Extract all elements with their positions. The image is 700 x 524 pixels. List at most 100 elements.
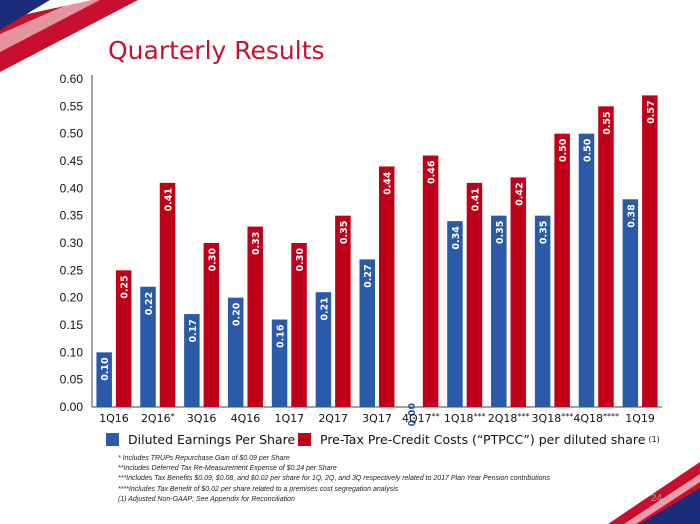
y-tick-label: 0.30 <box>60 236 84 250</box>
bar-ptpcc <box>466 182 483 407</box>
footnotes: * Includes TRUPs Repurchase Gain of $0.0… <box>118 454 550 505</box>
data-label: 0.34 <box>451 226 462 250</box>
y-tick-label: 0.00 <box>60 400 84 414</box>
x-tick-label: 3Q17 <box>362 412 392 425</box>
legend-label-ptpcc: Pre-Tax Pre-Credit Costs (“PTPCC”) per d… <box>320 432 646 447</box>
data-label: 0.25 <box>120 275 131 298</box>
top-left-white-stripe <box>0 0 100 52</box>
bar-eps <box>315 292 332 407</box>
y-tick-label: 0.25 <box>60 263 84 277</box>
legend-item-ptpcc: Pre-Tax Pre-Credit Costs (“PTPCC”) per d… <box>298 432 660 447</box>
footnote-4: ****Includes Tax Benefit of $0.02 per sh… <box>118 485 399 493</box>
data-label: 0.30 <box>295 248 306 272</box>
x-tick-label: 1Q18*** <box>444 412 486 425</box>
data-label: 0.00 <box>407 403 418 427</box>
bar-eps <box>578 133 595 407</box>
y-tick-label: 0.35 <box>60 209 84 223</box>
data-label: 0.35 <box>539 221 550 244</box>
data-label: 0.22 <box>144 292 155 315</box>
footnote-1: * Includes TRUPs Repurchase Gain of $0.0… <box>118 455 290 462</box>
bottom-right-white-stripe <box>624 474 700 524</box>
bar-eps <box>96 352 112 407</box>
bottom-right-navy-corner <box>640 488 700 524</box>
y-tick-label: 0.40 <box>60 181 84 195</box>
y-tick-label: 0.45 <box>60 154 84 168</box>
data-label: 0.21 <box>319 297 330 320</box>
x-tick-label: 2Q18*** <box>488 412 530 425</box>
bar-ptpcc <box>291 243 307 407</box>
bar-ptpcc <box>379 166 395 407</box>
y-tick-label: 0.60 <box>60 72 84 86</box>
bar-ptpcc <box>247 226 263 407</box>
footnote-5: (1) Adjusted Non-GAAP; See Appendix for … <box>118 495 295 503</box>
x-tick-label: 4Q17** <box>402 412 440 425</box>
bar-ptpcc <box>510 177 527 407</box>
x-tick-label: 4Q16 <box>231 412 261 425</box>
chart-legend: Diluted Earnings Per Share Pre-Tax Pre-C… <box>92 432 692 452</box>
x-tick-label: 3Q18*** <box>532 412 574 425</box>
data-label: 0.38 <box>626 204 637 228</box>
bar-ptpcc <box>335 215 351 407</box>
data-label: 0.46 <box>427 160 438 184</box>
bar-eps <box>184 314 200 407</box>
bar-eps <box>447 221 463 407</box>
x-tick-label: 1Q19 <box>625 412 655 425</box>
data-label: 0.50 <box>582 138 593 162</box>
data-label: 0.27 <box>363 264 374 287</box>
bar-eps <box>227 297 244 407</box>
data-label: 0.30 <box>207 248 218 272</box>
y-tick-label: 0.50 <box>60 127 84 141</box>
data-label: 0.33 <box>251 232 262 255</box>
legend-superscript-ptpcc: (1) <box>648 435 660 444</box>
bar-ptpcc <box>598 106 614 407</box>
bar-ptpcc <box>422 155 439 407</box>
bar-eps <box>140 286 156 407</box>
bar-eps <box>534 215 551 407</box>
data-label: 0.55 <box>602 111 613 134</box>
bar-ptpcc <box>159 182 176 407</box>
x-tick-label: 1Q16 <box>99 412 129 425</box>
top-left-red-stripe <box>0 0 138 72</box>
bar-ptpcc <box>642 95 658 408</box>
y-tick-label: 0.05 <box>60 373 84 387</box>
y-tick-label: 0.20 <box>60 291 84 305</box>
data-label: 0.10 <box>100 357 111 381</box>
footnote-3: ***Includes Tax Benefits $0.09, $0.08, a… <box>118 475 550 483</box>
bar-ptpcc <box>203 243 220 407</box>
data-label: 0.16 <box>276 324 287 348</box>
data-label: 0.41 <box>164 188 175 211</box>
x-tick-label: 3Q16 <box>187 412 217 425</box>
data-label: 0.35 <box>339 221 350 244</box>
legend-label-eps: Diluted Earnings Per Share <box>128 432 296 447</box>
data-label: 0.57 <box>646 100 657 123</box>
bar-ptpcc <box>554 133 570 407</box>
x-tick-label: 1Q17 <box>274 412 304 425</box>
data-label: 0.50 <box>558 138 569 162</box>
top-left-navy-corner <box>0 0 50 30</box>
bar-eps <box>491 215 507 407</box>
data-label: 0.35 <box>495 221 506 244</box>
x-tick-label: 2Q17 <box>318 412 348 425</box>
legend-swatch-ptpcc <box>298 433 311 446</box>
legend-item-eps: Diluted Earnings Per Share <box>106 432 295 447</box>
page-title: Quarterly Results <box>108 36 325 65</box>
page-number: 24 <box>650 493 662 504</box>
y-tick-label: 0.55 <box>60 99 84 113</box>
data-label: 0.42 <box>514 182 525 205</box>
footnote-2: **Includes Deferred Tax Re-Measurement E… <box>118 465 337 473</box>
data-label: 0.44 <box>383 171 394 195</box>
x-tick-label: 4Q18**** <box>573 412 619 425</box>
data-label: 0.41 <box>470 188 481 211</box>
y-tick-label: 0.10 <box>60 345 84 359</box>
y-tick-label: 0.15 <box>60 318 84 332</box>
bar-eps <box>271 319 288 407</box>
bar-eps <box>622 199 639 407</box>
x-tick-label: 2Q16* <box>141 412 175 425</box>
bar-ptpcc <box>115 270 132 407</box>
data-label: 0.20 <box>232 302 243 326</box>
legend-swatch-eps <box>106 433 119 446</box>
data-label: 0.17 <box>188 319 199 342</box>
bar-eps <box>359 259 375 407</box>
